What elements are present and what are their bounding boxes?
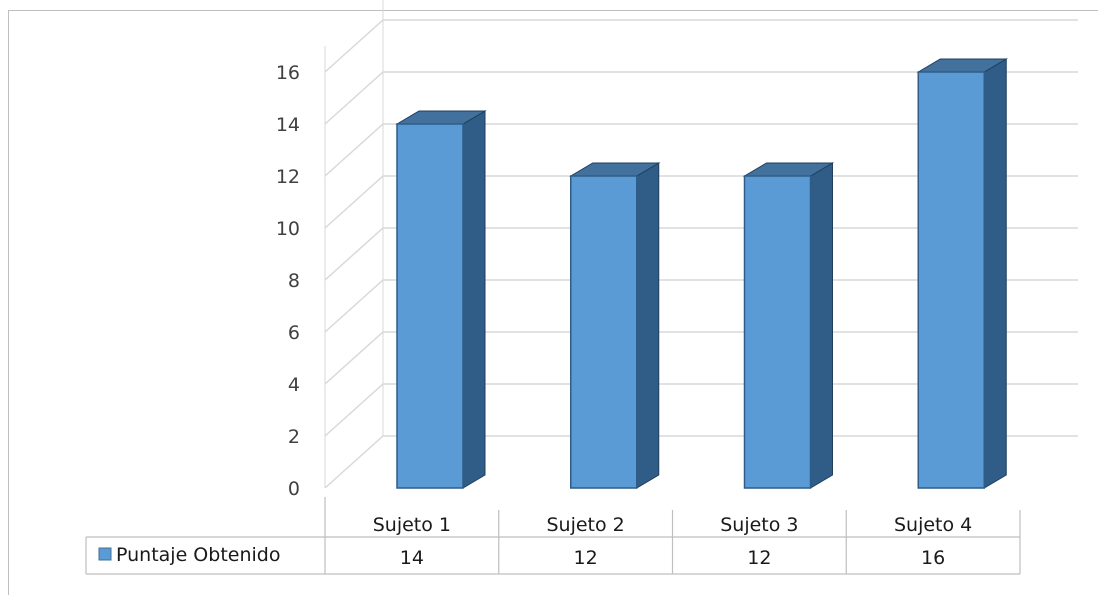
bar-side <box>636 162 660 489</box>
bar <box>742 162 835 489</box>
gridline-diagonal <box>324 19 384 73</box>
x-tick-label: Sujeto 4 <box>894 514 972 536</box>
y-tick-label: 8 <box>288 270 300 292</box>
y-tick-label: 4 <box>288 374 300 396</box>
x-tick-label: Sujeto 3 <box>720 514 798 536</box>
gridline-diagonal <box>324 227 384 281</box>
gridline-diagonal <box>324 279 384 333</box>
gridline-diagonal <box>324 435 384 489</box>
bar-front <box>917 71 985 489</box>
bar-side <box>810 162 833 489</box>
legend-label: Puntaje Obtenido <box>116 544 280 566</box>
y-tick-label: 6 <box>288 322 300 344</box>
data-table-value: 12 <box>574 547 598 569</box>
y-axis: 0 2 4 6 8 10 12 14 16 <box>276 62 300 500</box>
data-table: Sujeto 1 14 Sujeto 2 12 Sujeto 3 12 Sujeto 4 16… <box>85 497 1021 575</box>
bar-side <box>462 110 486 489</box>
bar <box>568 162 661 489</box>
x-tick-label: Sujeto 1 <box>373 514 451 536</box>
y-tick-label: 12 <box>276 166 300 188</box>
gridline-diagonal <box>324 331 384 385</box>
x-tick-label: Sujeto 2 <box>546 514 624 536</box>
y-tick-label: 16 <box>276 62 300 84</box>
bar-front <box>570 175 638 489</box>
bars <box>395 58 1009 489</box>
y-tick-label: 2 <box>288 426 300 448</box>
gridline-diagonal <box>324 175 384 229</box>
bar <box>916 58 1009 489</box>
data-table-value: 12 <box>747 547 771 569</box>
gridline-diagonal <box>324 71 384 125</box>
gridline-diagonal <box>324 123 384 177</box>
bar <box>395 110 487 489</box>
y-tick-label: 14 <box>276 114 300 136</box>
chart-frame <box>8 10 1098 595</box>
data-table-value: 14 <box>400 547 424 569</box>
data-table-lines: Sujeto 1 14 Sujeto 2 12 Sujeto 3 12 Sujeto 4 16 <box>85 497 1021 575</box>
bar-side <box>983 58 1007 489</box>
legend-key-swatch <box>98 547 112 561</box>
data-table-value: 16 <box>921 547 945 569</box>
gridline-diagonal <box>324 383 384 437</box>
y-tick-label: 0 <box>288 478 300 500</box>
y-tick-label: 10 <box>276 218 300 240</box>
bar-front <box>743 175 812 489</box>
bar-front <box>396 123 464 489</box>
